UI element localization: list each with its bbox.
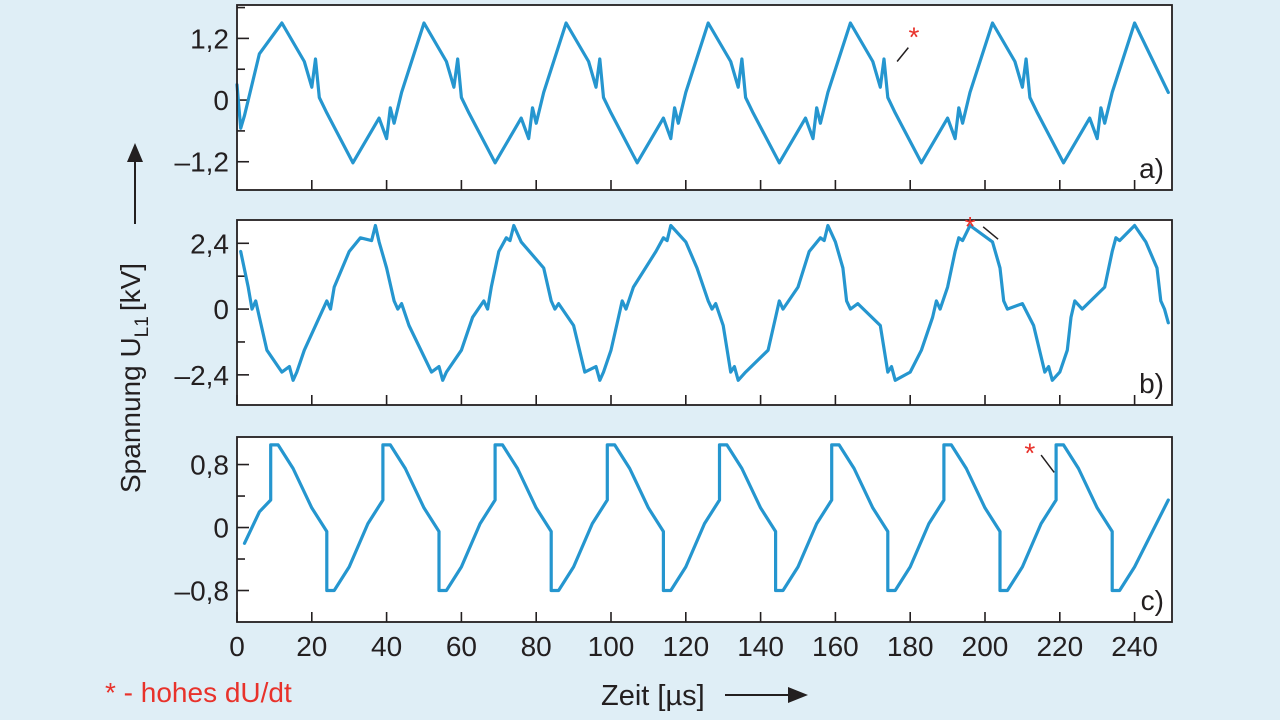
panel-1: 1,2 0 –1,2 a) *	[175, 4, 1173, 191]
plot-frame	[236, 436, 1173, 623]
annotation-star: *	[908, 21, 919, 52]
annotation-pointer	[896, 47, 909, 62]
x-axis-label: Zeit [µs]	[601, 680, 705, 712]
y-tick-label: –0,8	[175, 576, 230, 607]
y-axis-label-sub: L1	[132, 316, 153, 337]
footnote: * - hohes dU/dt	[105, 677, 292, 708]
annotation-star: *	[1024, 437, 1035, 468]
plot-frame	[236, 4, 1173, 191]
y-tick-label: 0,8	[190, 450, 229, 481]
x-tick-label: 140	[737, 631, 784, 662]
y-tick-label: 2,4	[190, 228, 229, 259]
x-tick-label: 160	[812, 631, 859, 662]
y-axis-label-main: Spannung U	[115, 337, 146, 493]
x-tick-label: 40	[371, 631, 402, 662]
panel-2: 2,4 0 –2,4 b) *	[175, 211, 1173, 406]
x-tick-label: 240	[1111, 631, 1158, 662]
plot-area	[237, 437, 1172, 622]
x-tick-label: 180	[887, 631, 934, 662]
x-tick-label: 0	[229, 631, 245, 662]
x-tick-label: 120	[662, 631, 709, 662]
y-axis-label-unit: [kV]	[115, 263, 146, 311]
series-line-3	[242, 443, 1170, 593]
x-tick-label: 220	[1036, 631, 1083, 662]
panels: 1,2 0 –1,2 a) * 2,4 0 –2,4 b) * 0,8 0 –0,8 c) * 0 20 40 60…	[175, 4, 1173, 662]
y-tick-label: 1,2	[190, 23, 229, 54]
x-tick-label: 80	[521, 631, 552, 662]
y-tick-label: 0	[213, 513, 229, 544]
x-tick-label: 200	[962, 631, 1009, 662]
x-tick-labels: 0 20 40 60 80 100 120 140 160 180 200 220 240	[229, 631, 1158, 662]
x-tick-label: 60	[446, 631, 477, 662]
y-tick-label: –1,2	[175, 147, 230, 178]
x-axis-arrow-head	[788, 687, 808, 703]
y-axis-label: Spannung UL1 [kV]	[115, 263, 153, 493]
y-tick-label: 0	[213, 294, 229, 325]
x-tick-label: 100	[588, 631, 635, 662]
y-axis-label-group: Spannung UL1 [kV]	[115, 263, 153, 493]
x-tick-label: 20	[296, 631, 327, 662]
annotation-pointer	[1040, 454, 1055, 473]
panel-label: a)	[1139, 153, 1164, 184]
y-tick-label: 0	[213, 85, 229, 116]
plot-area	[237, 220, 1172, 405]
y-tick-label: –2,4	[175, 360, 230, 391]
y-axis-arrow-head	[127, 143, 143, 162]
plot-frame	[236, 219, 1173, 406]
series-line-1	[235, 21, 1170, 165]
annotation-pointer	[982, 226, 999, 240]
annotation-star: *	[965, 211, 976, 242]
series-line-2	[239, 223, 1170, 382]
panel-3: 0,8 0 –0,8 c) *	[175, 436, 1173, 623]
panel-label: c)	[1141, 585, 1164, 616]
panel-label: b)	[1139, 368, 1164, 399]
